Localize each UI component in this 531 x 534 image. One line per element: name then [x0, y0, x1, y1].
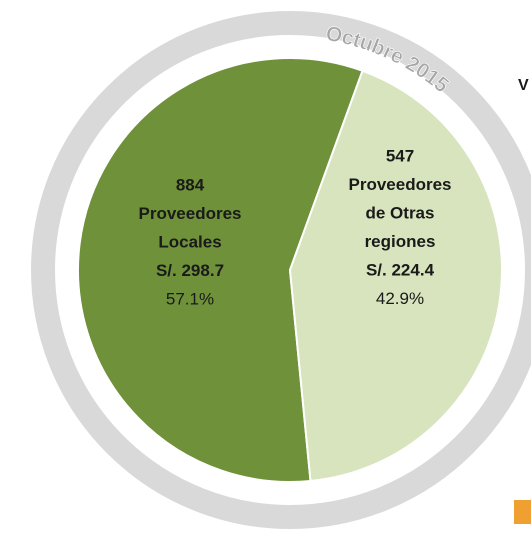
count-label: 884 — [176, 175, 205, 194]
legend-swatch — [514, 500, 531, 524]
name-label: Proveedores — [139, 204, 242, 223]
percent-label: 57.1% — [166, 289, 214, 308]
name-label: regiones — [365, 232, 436, 251]
name-label: de Otras — [366, 203, 435, 222]
name-label: Proveedores — [349, 175, 452, 194]
labels: 884 Proveedores Locales S/. 298.7 57.1% 547 Pr… — [139, 146, 452, 308]
pie-slice — [288, 69, 503, 483]
percent-label: 42.9% — [376, 289, 424, 308]
amount-label: S/. 298.7 — [156, 261, 224, 280]
ring — [31, 11, 531, 529]
pie-slice — [77, 57, 364, 483]
count-label: 547 — [386, 146, 414, 165]
side-text: V — [518, 77, 529, 94]
slices — [77, 57, 503, 483]
amount-label: S/. 224.4 — [366, 260, 435, 279]
name-label: Locales — [158, 232, 221, 251]
